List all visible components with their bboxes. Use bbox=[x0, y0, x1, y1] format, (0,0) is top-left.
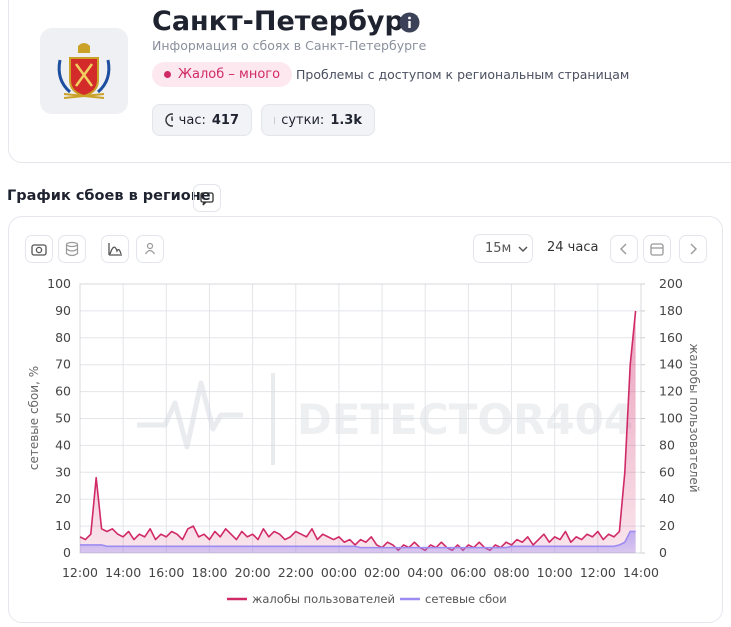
y2-tick-label: 100 bbox=[659, 411, 683, 426]
next-icon bbox=[690, 243, 697, 255]
y2-tick-label: 80 bbox=[659, 437, 675, 452]
area-icon bbox=[108, 243, 122, 256]
stat-label: час: bbox=[178, 112, 206, 128]
calendar-icon bbox=[650, 243, 664, 256]
screenshot-button[interactable] bbox=[25, 235, 53, 263]
x-tick-label: 02:00 bbox=[364, 565, 400, 580]
y-tick-label: 60 bbox=[55, 384, 71, 399]
status-dot bbox=[164, 71, 171, 78]
y2-tick-label: 0 bbox=[659, 545, 667, 560]
y2-tick-label: 20 bbox=[659, 518, 675, 533]
next-button[interactable] bbox=[679, 235, 707, 263]
stat-label: сутки: bbox=[281, 112, 325, 128]
y2-axis-label: жалобы пользователей bbox=[687, 343, 701, 492]
x-tick-label: 10:00 bbox=[537, 565, 573, 580]
y-tick-label: 70 bbox=[55, 357, 71, 372]
y-tick-label: 10 bbox=[55, 518, 71, 533]
region-subtitle: Информация о сбоях в Санкт-Петербурге bbox=[152, 38, 427, 53]
camera-icon bbox=[31, 244, 47, 256]
y-tick-label: 40 bbox=[55, 437, 71, 452]
y-tick-label: 0 bbox=[63, 545, 71, 560]
emblem bbox=[57, 43, 111, 99]
x-tick-label: 18:00 bbox=[191, 565, 227, 580]
prev-button[interactable] bbox=[610, 235, 638, 263]
stat-value: 1.3k bbox=[330, 112, 362, 128]
period-label: 24 часа bbox=[547, 240, 599, 255]
x-tick-label: 06:00 bbox=[450, 565, 486, 580]
y-tick-label: 80 bbox=[55, 330, 71, 345]
x-tick-label: 12:00 bbox=[580, 565, 616, 580]
watermark-text: DETECTOR404 bbox=[297, 395, 633, 444]
badge-text: Жалоб – много bbox=[178, 67, 281, 82]
x-tick-label: 22:00 bbox=[278, 565, 314, 580]
grid bbox=[79, 283, 645, 554]
y2-tick-label: 160 bbox=[659, 330, 683, 345]
region-description: Проблемы с доступом к региональным стран… bbox=[296, 67, 630, 82]
chevron-icon bbox=[518, 246, 528, 253]
prev-icon bbox=[620, 243, 627, 255]
watermark: DETECTOR404 bbox=[137, 373, 633, 465]
clock-icon bbox=[165, 113, 173, 127]
interval-select[interactable]: 15м bbox=[473, 234, 533, 263]
x-tick-label: 14:00 bbox=[105, 565, 141, 580]
y2-tick-label: 140 bbox=[659, 357, 683, 372]
region-card bbox=[8, 0, 731, 163]
region-title: Санкт-Петербург bbox=[152, 6, 418, 37]
emblem-tile bbox=[40, 28, 128, 114]
stat-day: сутки: 1.3k bbox=[261, 104, 375, 136]
comment-icon bbox=[200, 192, 214, 206]
x-tick-label: 16:00 bbox=[148, 565, 184, 580]
series-line bbox=[79, 310, 637, 552]
y2-tick-label: 180 bbox=[659, 303, 683, 318]
x-tick-label: 04:00 bbox=[407, 565, 443, 580]
y-axis-label: сетевые сбои, % bbox=[27, 366, 41, 470]
calendar-button[interactable] bbox=[643, 235, 671, 263]
x-tick-label: 08:00 bbox=[494, 565, 530, 580]
legend-label: сетевые сбои bbox=[425, 592, 507, 606]
data-button[interactable] bbox=[58, 235, 86, 263]
user-icon bbox=[144, 242, 156, 255]
database-icon bbox=[65, 241, 79, 257]
y2-tick-label: 120 bbox=[659, 384, 683, 399]
interval-value: 15м bbox=[485, 241, 512, 256]
series-line bbox=[80, 530, 636, 549]
x-tick-label: 00:00 bbox=[321, 565, 357, 580]
y2-tick-label: 60 bbox=[659, 464, 675, 479]
y2-tick-label: 200 bbox=[659, 276, 683, 291]
comment-button[interactable] bbox=[193, 184, 221, 212]
x-tick-label: 14:00 bbox=[623, 565, 659, 580]
info-icon[interactable] bbox=[399, 12, 420, 33]
y-tick-label: 90 bbox=[55, 303, 71, 318]
stat-value: 417 bbox=[211, 112, 239, 128]
x-tick-label: 20:00 bbox=[235, 565, 271, 580]
legend-label: жалобы пользователей bbox=[252, 592, 395, 606]
status-badge: Жалоб – много bbox=[152, 62, 293, 87]
x-tick-label: 12:00 bbox=[62, 565, 98, 580]
y-tick-label: 50 bbox=[55, 411, 71, 426]
area-button[interactable] bbox=[101, 235, 129, 263]
y-tick-label: 100 bbox=[47, 276, 71, 291]
y-tick-label: 20 bbox=[55, 491, 71, 506]
stat-hour: час: 417 bbox=[152, 104, 252, 136]
y2-tick-label: 40 bbox=[659, 491, 675, 506]
y-tick-label: 30 bbox=[55, 464, 71, 479]
user-button[interactable] bbox=[136, 235, 164, 263]
section-title: График сбоев в регионе bbox=[7, 188, 211, 204]
